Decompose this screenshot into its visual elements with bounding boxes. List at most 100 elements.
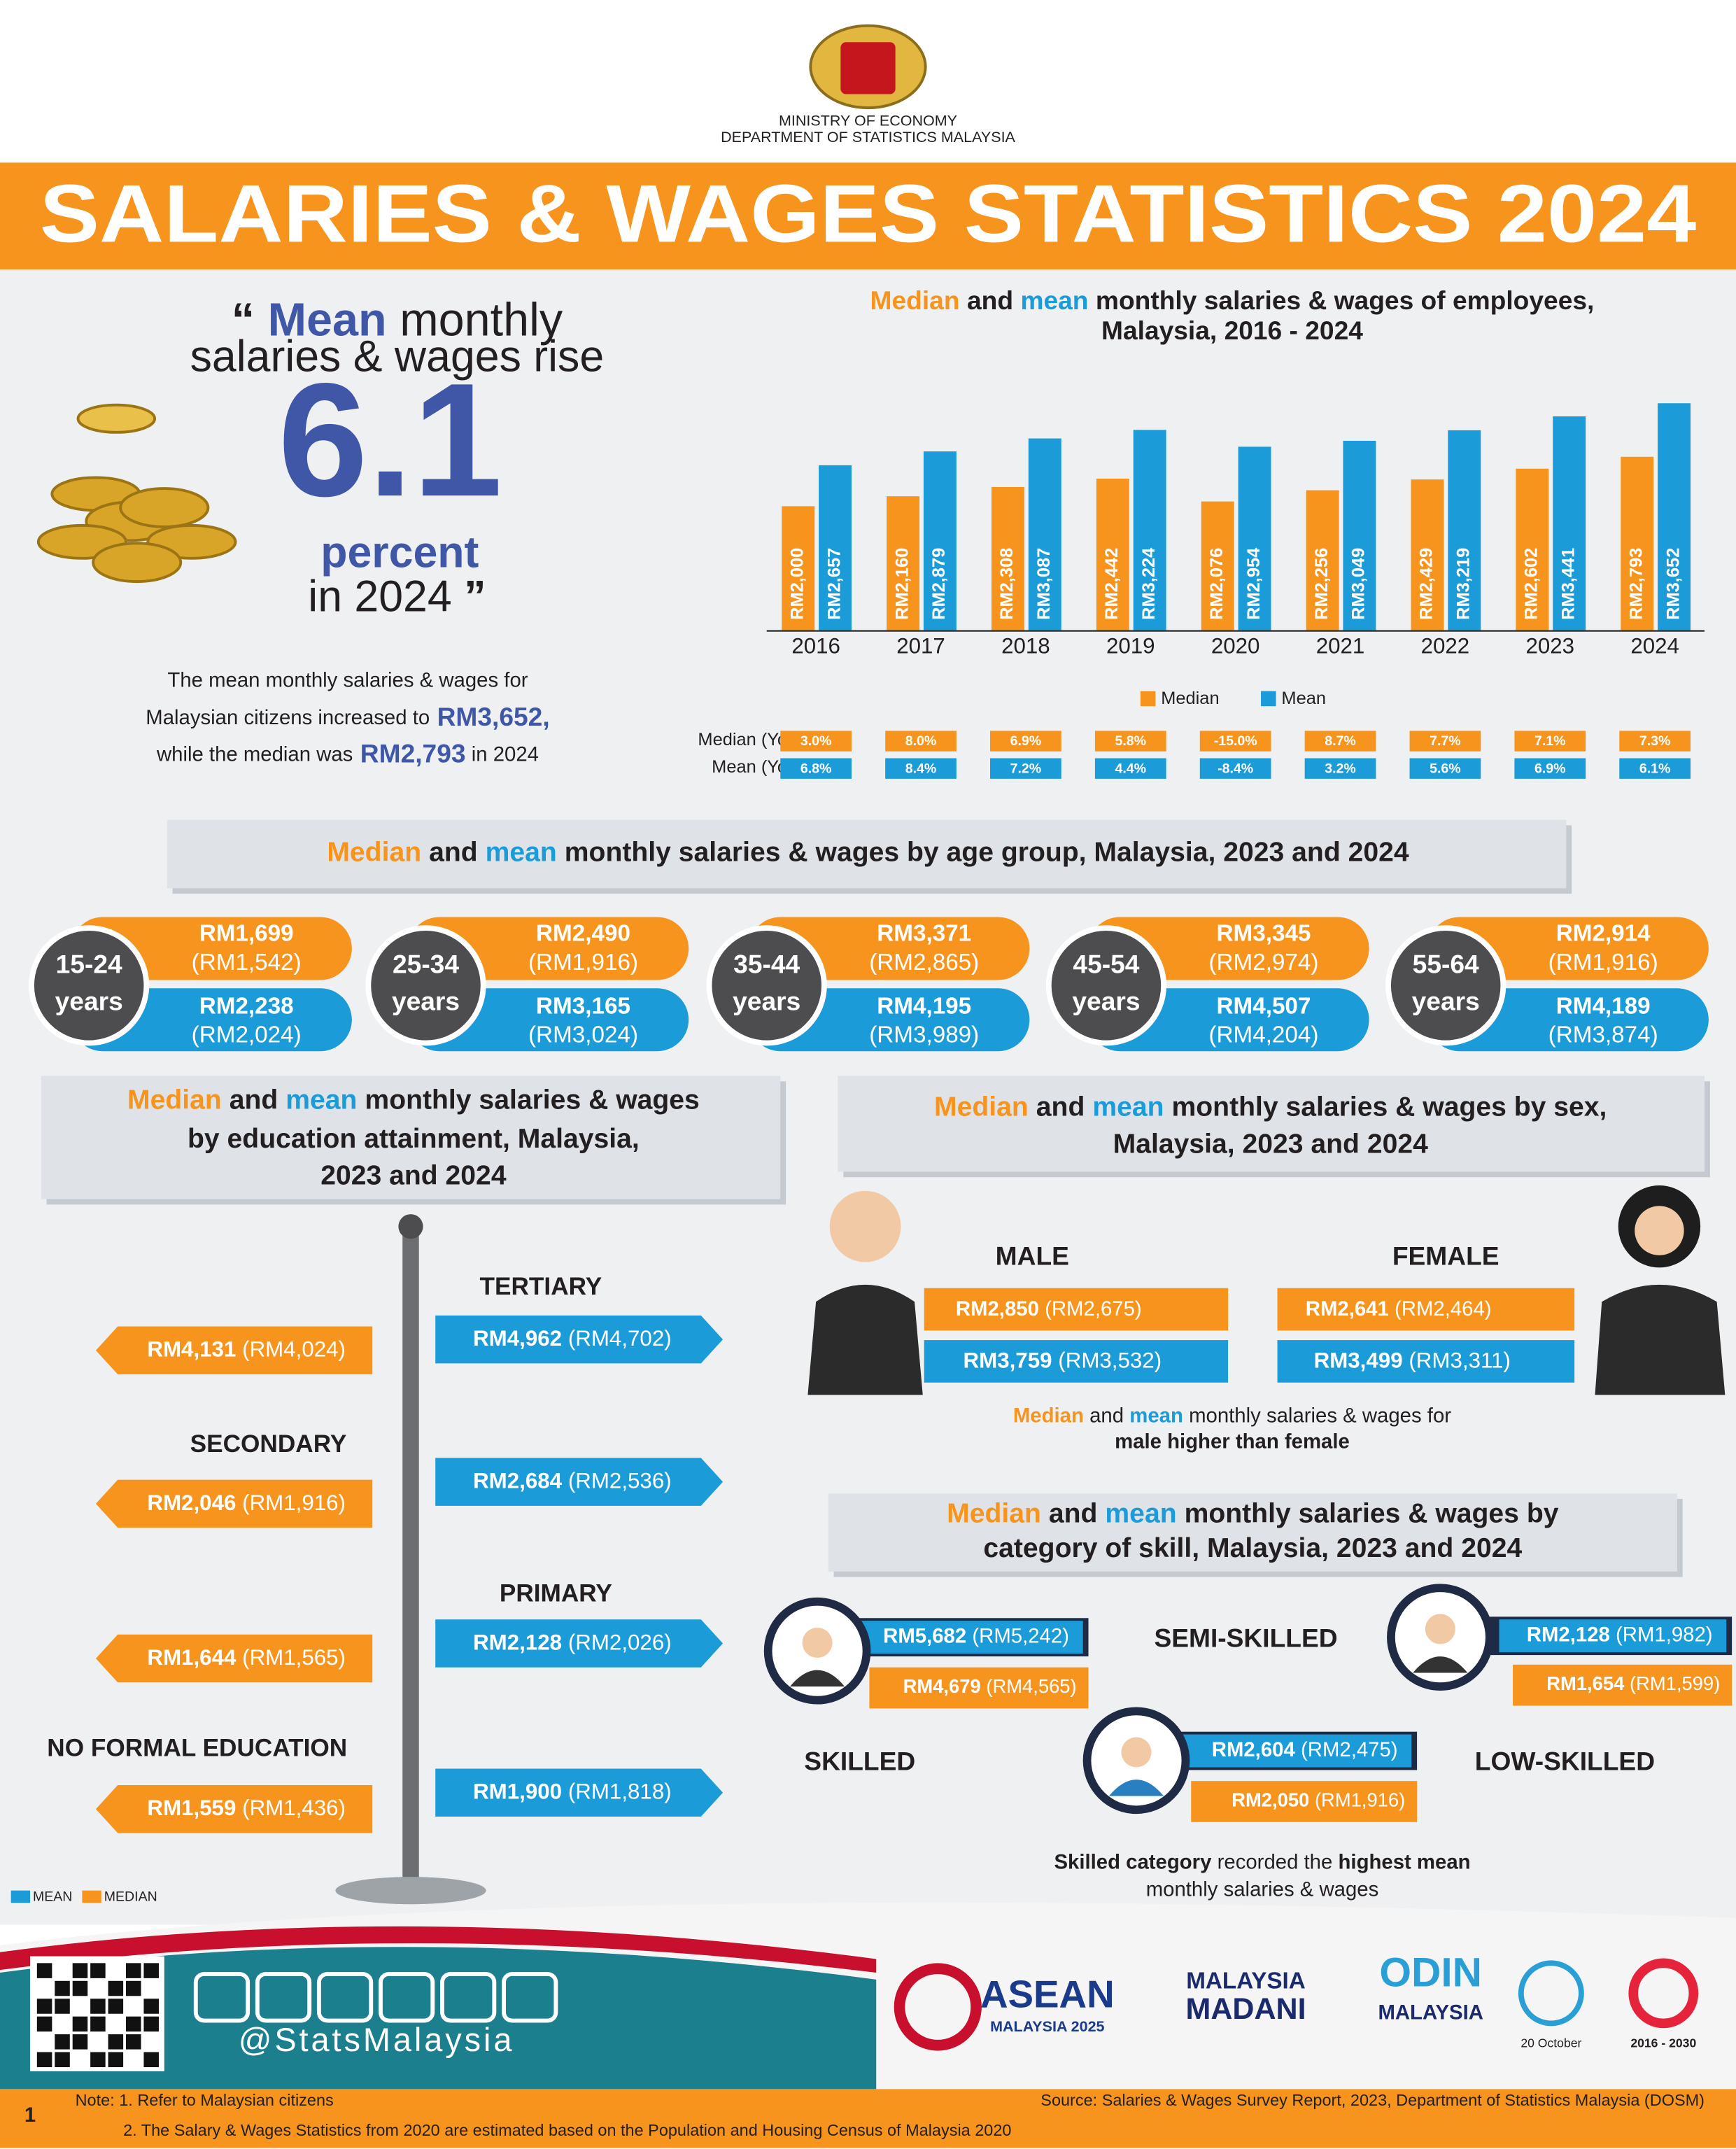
sex-median-bar [1277, 1288, 1575, 1331]
logo-text: MALAYSIA 2025 [990, 2018, 1104, 2035]
headline-line2: salaries & wages rise [190, 332, 605, 381]
social-icon [440, 1972, 497, 2023]
skill-note: monthly salaries & wages [1146, 1877, 1379, 1901]
text-part: and [967, 286, 1013, 315]
skill-icon-head [1425, 1614, 1455, 1644]
bar-value-label: RM3,049 [1349, 548, 1369, 620]
text-part: RM1,644 [147, 1645, 237, 1670]
social-icon [255, 1972, 312, 2023]
age-mean: RM3,165 [536, 993, 630, 1019]
x-tick-label: 2020 [1211, 633, 1260, 658]
arrow-right [435, 1768, 724, 1817]
legend-swatch [10, 1890, 31, 1903]
chart-title: Malaysia, 2016 - 2024 [1101, 316, 1363, 345]
sex-title: Median and mean monthly salaries & wages by… [934, 1092, 1607, 1122]
male-head [829, 1190, 901, 1262]
qr-cell [72, 2016, 88, 2032]
text-part: RM2,793 [360, 738, 466, 768]
ministry: MINISTRY OF ECONOMY [779, 112, 957, 129]
text-part: (RM2,675) [1045, 1297, 1142, 1320]
qr-cell [126, 2034, 141, 2050]
social-icon [316, 1972, 374, 2023]
education-mean: RM2,684 (RM2,536) [473, 1469, 672, 1493]
bar-value-label: RM2,879 [929, 548, 949, 620]
qr-cell [90, 1963, 106, 1978]
bar-value-label: RM2,160 [892, 548, 912, 620]
qr-cell [72, 2034, 88, 2050]
text-part: RM2,604 [1212, 1738, 1296, 1761]
title-banner [0, 162, 1736, 270]
qr-cell [143, 2052, 159, 2068]
text-part: and [230, 1085, 278, 1115]
logo-text: MALAYSIA [1186, 1968, 1306, 1994]
education-title: Median and mean monthly salaries & wages [127, 1085, 700, 1115]
education-median: RM1,559 (RM1,436) [147, 1796, 346, 1820]
text-part: mean [1020, 286, 1088, 315]
bar-value-label: RM2,429 [1417, 548, 1437, 620]
age-mean-prev: (RM4,204) [1208, 1022, 1318, 1048]
text-part: (RM1,436) [242, 1796, 346, 1820]
bar-value-label: RM2,954 [1244, 548, 1264, 620]
qr-cell [90, 2052, 106, 2068]
arrow-right [435, 1458, 724, 1506]
bar-value-label: RM2,442 [1102, 548, 1122, 620]
title-box [41, 1076, 781, 1199]
qr-cell [108, 1980, 124, 1996]
pole-base [335, 1877, 486, 1905]
text-part: (RM1,599) [1630, 1672, 1720, 1694]
skill-label: SKILLED [804, 1746, 915, 1775]
skill-mean: RM2,604 (RM2,475) [1212, 1738, 1398, 1761]
text-part: (RM4,702) [568, 1326, 672, 1351]
bar-value-label: RM3,224 [1139, 548, 1159, 620]
qr-cell [72, 1963, 88, 1978]
text-part: and [429, 838, 478, 868]
text-part: monthly salaries & wages by [1185, 1499, 1559, 1529]
sex-mean-bar [924, 1340, 1229, 1383]
text-part: monthly salaries & wages by age group, M… [565, 838, 1409, 868]
title-box [828, 1493, 1677, 1572]
pole-top [398, 1214, 423, 1239]
qr-cell [143, 1963, 159, 1978]
sdg-logo [1628, 1958, 1699, 2029]
footer-teal [0, 1947, 877, 2090]
text-part: RM5,682 [883, 1624, 966, 1647]
yoy-mean-box [1199, 758, 1271, 779]
footer-stripe-red [0, 1926, 877, 1973]
legend-swatch [1140, 691, 1156, 707]
education-mean: RM1,900 (RM1,818) [473, 1780, 672, 1804]
yoy-mean: -8.4% [1218, 761, 1253, 776]
text-part: Median [327, 838, 421, 868]
x-tick-label: 2021 [1316, 633, 1365, 658]
text-part: while the median was [156, 742, 353, 766]
text-part: RM4,962 [473, 1326, 562, 1351]
text-part: RM1,654 [1546, 1672, 1625, 1694]
yoy-median: 8.7% [1325, 733, 1356, 749]
qr-cell [143, 2016, 159, 2032]
legend-label: MEDIAN [104, 1889, 157, 1905]
x-tick-label: 2022 [1421, 633, 1470, 658]
bar [1621, 456, 1654, 631]
age-median: RM1,699 [199, 921, 294, 947]
bar-value-label: RM2,076 [1207, 548, 1227, 620]
logo-text: ODIN [1379, 1950, 1482, 1995]
age-median: RM2,490 [536, 921, 630, 947]
qr-cell [55, 1980, 70, 1996]
headline-figure: 6.1 [278, 349, 502, 530]
text-part: Median [870, 286, 960, 315]
footnote: Note: 1. Refer to Malaysian citizens [76, 2091, 334, 2109]
qr-cell [108, 2052, 124, 2068]
bar-value-label: RM3,441 [1558, 548, 1578, 620]
text-part: RM2,046 [147, 1491, 236, 1515]
yoy-median: 3.0% [800, 733, 832, 749]
education-mean: RM4,962 (RM4,702) [473, 1326, 672, 1351]
bar [1306, 490, 1339, 631]
qr-cell [126, 2016, 141, 2032]
age-median: RM3,345 [1217, 921, 1311, 947]
qr-cell [108, 1999, 124, 2014]
text-part: RM4,679 [903, 1675, 981, 1697]
yoy-median: 7.3% [1639, 733, 1671, 749]
x-tick-label: 2024 [1630, 633, 1679, 658]
logo-text: ASEAN [980, 1973, 1115, 2016]
bar-value-label: RM3,652 [1663, 548, 1683, 620]
bar [887, 496, 920, 631]
